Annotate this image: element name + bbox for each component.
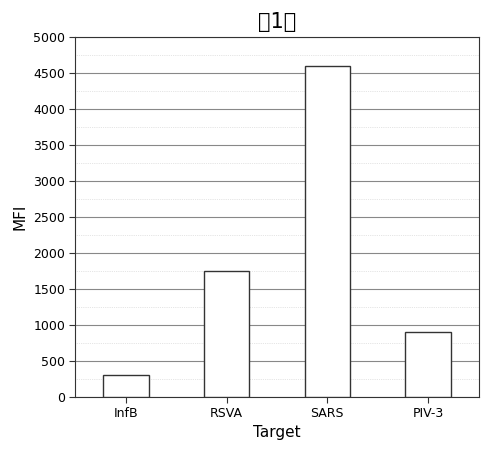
Bar — [103, 375, 148, 396]
Bar — [406, 332, 451, 396]
X-axis label: Target: Target — [253, 425, 301, 440]
Y-axis label: MFI: MFI — [12, 203, 27, 230]
Bar — [204, 270, 249, 396]
Bar — [305, 66, 350, 396]
Title: 第1组: 第1组 — [258, 13, 296, 33]
